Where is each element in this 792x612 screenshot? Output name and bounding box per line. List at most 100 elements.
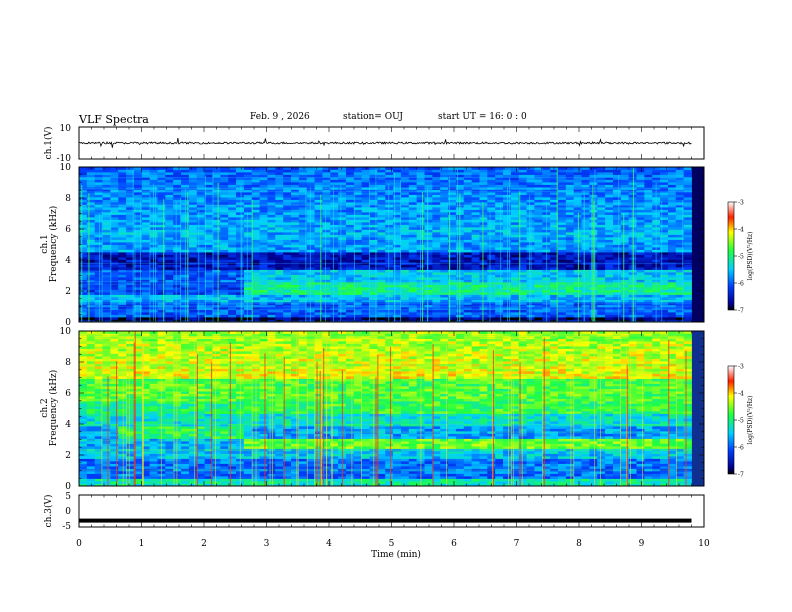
spectrogram-cell (455, 182, 465, 185)
spectrogram-cell (220, 232, 229, 235)
spectrogram-cell (118, 309, 127, 313)
spectrogram-cell (338, 299, 347, 303)
y-tick-label: 6 (65, 225, 71, 235)
spectrogram-cell (306, 314, 315, 318)
spectrogram-cell (212, 309, 221, 313)
spectrogram-cell (86, 279, 96, 283)
spectrogram-cell (683, 309, 692, 313)
spectrogram-cell (157, 232, 166, 235)
spectrogram-cell (149, 172, 158, 175)
spectrogram-cell (424, 289, 433, 293)
spectrogram-cell (495, 207, 504, 210)
spectrogram-cell (361, 222, 370, 225)
spectrogram-cell (612, 282, 622, 285)
spectrogram-cell (565, 189, 575, 193)
spectrogram-cell (581, 292, 590, 295)
spectrogram-cell (518, 317, 527, 320)
spectrogram-cell (581, 232, 590, 235)
spectrogram-cell (228, 234, 237, 238)
spectrogram-cell (644, 229, 653, 233)
spectrogram-cell (322, 257, 331, 260)
spectrogram-cell (251, 197, 261, 200)
spectrogram-cell (204, 167, 213, 170)
spectrogram-cell (353, 199, 363, 203)
spectrogram-cell (581, 167, 590, 170)
spectrogram-cell (675, 199, 685, 203)
spectrogram-cell (212, 202, 221, 205)
spectrogram-cell (314, 237, 323, 240)
spectrogram-cell (503, 174, 512, 178)
spectrogram-cell (683, 184, 692, 188)
spectrogram-cell (188, 229, 198, 233)
spectrogram-cell (228, 294, 237, 298)
spectrogram-cell (361, 279, 370, 283)
spectrogram-cell (510, 289, 520, 293)
spectrogram-cell (385, 179, 394, 183)
spectrogram-cell (243, 172, 253, 175)
spectrogram-cell (110, 182, 119, 185)
spectrogram-cell (660, 232, 669, 235)
spectrogram-cell (220, 272, 229, 275)
spectrogram-cell (243, 199, 253, 203)
spectrogram-cell (291, 184, 300, 188)
spectrogram-cell (275, 172, 284, 175)
spectrogram-cell (353, 309, 363, 313)
spectrogram-cell (589, 172, 598, 175)
spectrogram-cell (196, 237, 206, 240)
spectrogram-cell (377, 272, 386, 275)
spectrogram-cell (204, 277, 213, 280)
spectrogram-cell (518, 184, 527, 188)
spectrogram-cell (173, 257, 182, 260)
spectrogram-cell (408, 282, 418, 285)
spectrogram-cell (440, 299, 449, 303)
spectrogram-cell (597, 169, 606, 173)
spectrogram-cell (86, 269, 96, 273)
spectrogram-cell (173, 269, 182, 273)
spectrogram-cell (377, 282, 386, 285)
spectrogram-cell (291, 174, 300, 178)
spectrogram-cell (86, 287, 96, 290)
spectrogram-cell (534, 279, 543, 283)
spectrogram-cell (291, 212, 300, 215)
spectrogram-cell (291, 177, 300, 180)
spectrogram-cell (251, 222, 261, 225)
spectrogram-cell (558, 257, 567, 260)
spectrogram-cell (204, 187, 213, 190)
spectrogram-cell (636, 217, 645, 220)
spectrogram-cell (471, 172, 480, 175)
spectrogram-cell (79, 252, 88, 255)
spectrogram-cell (605, 279, 614, 283)
spectrogram-cell (636, 247, 645, 250)
spectrogram-cell (597, 247, 606, 250)
spectrogram-cell (408, 192, 418, 195)
spectrogram-cell (338, 259, 347, 263)
spectrogram-cell (558, 224, 567, 228)
spectrogram-cell (212, 214, 221, 218)
spectrogram-cell (644, 312, 653, 315)
spectrogram-cell (581, 187, 590, 190)
spectrogram-cell (675, 207, 685, 210)
spectrogram-cell (322, 179, 331, 183)
spectrogram-cell (628, 192, 637, 195)
spectrogram-cell (353, 167, 363, 170)
spectrogram-cell (605, 267, 614, 270)
spectrogram-cell (408, 269, 418, 273)
spectrogram-cell (495, 307, 504, 310)
spectrogram-cell (675, 167, 685, 170)
spectrogram-cell (424, 172, 433, 175)
spectrogram-cell (471, 272, 480, 275)
spectrogram-cell (550, 317, 559, 320)
spectrogram-cell (212, 224, 221, 228)
spectrogram-cell (236, 289, 245, 293)
spectrogram-cell (173, 234, 182, 238)
spectrogram-cell (79, 204, 88, 208)
spectrogram-cell (345, 294, 355, 298)
spectrogram-cell (510, 217, 520, 220)
spectrogram-cell (620, 307, 630, 310)
spectrogram-cell (251, 229, 261, 233)
spectrogram-cell (408, 237, 418, 240)
spectrogram-cell (243, 207, 253, 210)
spectrogram-cell (126, 214, 135, 218)
spectrogram-cell (424, 317, 433, 320)
spectrogram-cell (212, 197, 221, 200)
